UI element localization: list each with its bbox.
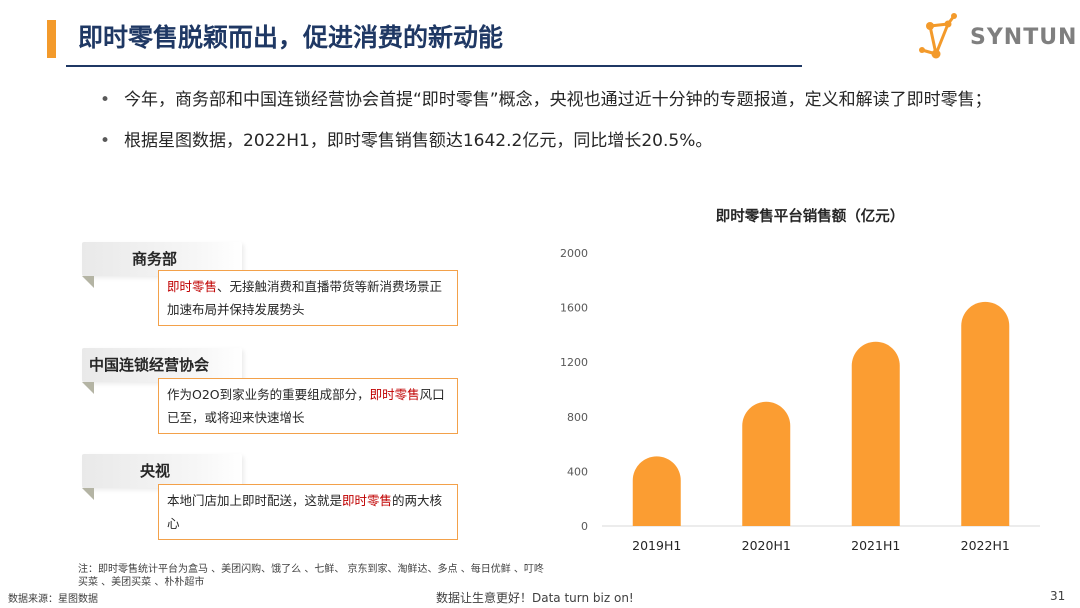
bullet-text: 今年，商务部和中国连锁经营协会首提“即时零售”概念，央视也通过近十分钟的专题报道… (124, 90, 992, 110)
org-tab-fold (82, 382, 94, 394)
description-text: 风口已至，或将迎来快速增长 (167, 387, 445, 425)
bullet-list: • 今年，商务部和中国连锁经营协会首提“即时零售”概念，央视也通过近十分钟的专题… (100, 86, 1050, 168)
org-description: 即时零售、无接触消费和直播带货等新消费场景正加速布局并保持发展势头 (158, 270, 458, 326)
highlight-term: 即时零售 (167, 279, 218, 294)
org-description: 作为O2O到家业务的重要组成部分，即时零售风口已至，或将迎来快速增长 (158, 378, 458, 434)
org-name: 央视 (140, 462, 171, 480)
y-tick-label: 1200 (560, 356, 588, 369)
x-tick-label: 2020H1 (742, 538, 791, 553)
description-text: 、无接触消费和直播带货等新消费场景正加速布局并保持发展势头 (167, 279, 443, 317)
org-description: 本地门店加上即时配送，这就是即时零售的两大核心 (158, 484, 458, 540)
bar-2021H1 (851, 341, 900, 526)
bar-2022H1 (961, 301, 1010, 526)
sales-bar-chart: 0 400 800 1200 1600 2000 2019H1 2020H1 2021H1 202… (560, 247, 1040, 553)
bullet-dot-icon: • (100, 131, 111, 151)
y-tick-label: 1600 (560, 302, 588, 315)
x-tick-label: 2019H1 (632, 538, 681, 553)
org-tab (82, 454, 242, 488)
title-accent-bar (47, 20, 56, 58)
description-text: 作为O2O到家业务的重要组成部分， (167, 387, 370, 402)
highlight-term: 即时零售 (369, 387, 420, 402)
x-tick-label: 2021H1 (851, 538, 900, 553)
bullet-item: • 根据星图数据，2022H1，即时零售销售额达1642.2亿元，同比增长20.… (100, 127, 1050, 155)
page-title: 即时零售脱颖而出，促进消费的新动能 (78, 23, 504, 52)
y-tick-label: 400 (567, 465, 588, 478)
title-divider (66, 65, 802, 67)
bullet-dot-icon: • (100, 90, 111, 110)
org-tab-fold (82, 276, 94, 288)
y-tick-label: 0 (581, 520, 588, 533)
chart-title: 即时零售平台销售额（亿元） (715, 209, 905, 225)
footnote: 注：即时零售统计平台为盒马 、美团闪购、饿了么 、七鲜、 京东到家、淘鲜达、多点… (78, 564, 544, 588)
syntun-logo: SYNTUN (918, 12, 1076, 64)
highlight-term: 即时零售 (342, 493, 393, 508)
bullet-item: • 今年，商务部和中国连锁经营协会首提“即时零售”概念，央视也通过近十分钟的专题… (100, 86, 1050, 114)
bullet-text: 根据星图数据，2022H1，即时零售销售额达1642.2亿元，同比增长20.5%… (124, 131, 713, 151)
org-name: 商务部 (132, 250, 178, 268)
bar-2020H1 (742, 401, 791, 526)
org-name: 中国连锁经营协会 (89, 356, 210, 374)
logo-text: SYNTUN (970, 25, 1078, 50)
data-source: 数据来源：星图数据 (8, 594, 98, 605)
logo-mark-icon (919, 13, 957, 59)
footer-slogan: 数据让生意更好！Data turn biz on! (436, 591, 634, 605)
org-block-cctv: 央视 (82, 454, 242, 500)
org-block-ccfa: 中国连锁经营协会 (82, 348, 242, 394)
y-tick-label: 800 (567, 411, 588, 424)
x-tick-label: 2022H1 (961, 538, 1010, 553)
y-tick-label: 2000 (560, 247, 588, 260)
description-text: 的两大核心 (167, 493, 443, 531)
org-tab (82, 348, 242, 382)
bar-2019H1 (632, 456, 681, 526)
org-tab-fold (82, 488, 94, 500)
description-text: 本地门店加上即时配送，这就是 (167, 493, 343, 508)
page-number: 31 (1050, 589, 1066, 603)
